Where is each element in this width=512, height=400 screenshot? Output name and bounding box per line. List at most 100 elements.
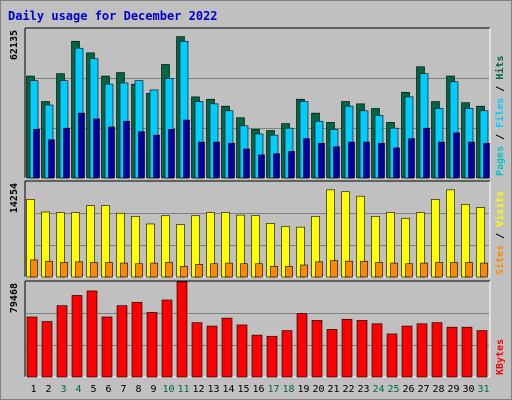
bar-pages-day-13 <box>213 141 220 179</box>
bar-pages-day-14 <box>228 142 235 179</box>
bar-sites-day-19 <box>300 264 308 278</box>
bar-pages-day-16 <box>258 154 265 179</box>
bar-kbytes-day-31 <box>476 330 488 378</box>
x-tick-label-day-10: 10 <box>162 384 174 395</box>
bar-pages-day-20 <box>318 142 325 179</box>
x-tick-label-day-2: 2 <box>45 384 51 395</box>
bar-sites-day-18 <box>285 265 293 278</box>
bar-kbytes-day-10 <box>161 299 173 378</box>
bar-sites-day-1 <box>30 259 38 278</box>
bar-sites-day-9 <box>150 262 158 278</box>
bar-sites-day-5 <box>90 262 98 278</box>
y-max-label: 62135 <box>9 30 20 60</box>
bar-pages-day-22 <box>348 141 355 179</box>
y-max-label: 79468 <box>9 283 20 313</box>
x-tick-label-day-19: 19 <box>297 384 309 395</box>
bar-pages-day-21 <box>333 146 340 179</box>
bar-pages-day-18 <box>288 151 295 179</box>
bar-kbytes-day-14 <box>221 317 233 378</box>
bar-kbytes-day-17 <box>266 335 278 378</box>
bar-kbytes-day-27 <box>416 323 428 378</box>
bar-sites-day-27 <box>420 262 428 278</box>
x-tick-label-day-13: 13 <box>207 384 219 395</box>
legend-entry: Visits <box>494 191 506 227</box>
x-tick-label-day-14: 14 <box>222 384 234 395</box>
bar-sites-day-25 <box>390 262 398 278</box>
bar-sites-day-13 <box>210 263 218 278</box>
bar-sites-day-3 <box>60 262 68 278</box>
bar-sites-day-14 <box>225 262 233 278</box>
bar-sites-day-10 <box>165 262 173 278</box>
bar-kbytes-day-7 <box>116 305 128 378</box>
bar-pages-day-10 <box>168 129 175 179</box>
bar-kbytes-day-28 <box>431 322 443 378</box>
bar-sites-day-23 <box>360 260 368 278</box>
bar-kbytes-day-3 <box>56 305 68 378</box>
bar-sites-day-16 <box>255 263 263 278</box>
bar-kbytes-day-9 <box>146 312 158 378</box>
x-tick-label-day-24: 24 <box>372 384 384 395</box>
bar-sites-day-12 <box>195 264 203 278</box>
bar-pages-day-26 <box>408 138 415 179</box>
bar-kbytes-day-20 <box>311 320 323 378</box>
bar-kbytes-day-26 <box>401 325 413 378</box>
bar-pages-day-8 <box>138 131 145 179</box>
bar-sites-day-7 <box>120 262 128 278</box>
bar-kbytes-day-18 <box>281 330 293 378</box>
x-tick-label-day-20: 20 <box>312 384 324 395</box>
bar-pages-day-11 <box>183 119 190 179</box>
bar-kbytes-day-19 <box>296 313 308 378</box>
bar-kbytes-day-22 <box>341 318 353 378</box>
legend-entry: Sites <box>494 245 506 275</box>
legend-pages-files-hits: Pages / Files / Hits <box>494 56 506 176</box>
bar-pages-day-31 <box>483 142 490 179</box>
x-tick-label-day-5: 5 <box>90 384 96 395</box>
bar-kbytes-day-6 <box>101 316 113 378</box>
bar-pages-day-19 <box>303 138 310 179</box>
x-tick-label-day-31: 31 <box>477 384 489 395</box>
x-tick-label-day-23: 23 <box>357 384 369 395</box>
bar-sites-day-6 <box>105 262 113 278</box>
x-tick-label-day-4: 4 <box>75 384 81 395</box>
bar-sites-day-17 <box>270 265 278 278</box>
bar-kbytes-day-4 <box>71 295 83 378</box>
x-tick-label-day-9: 9 <box>150 384 156 395</box>
x-tick-label-day-25: 25 <box>387 384 399 395</box>
bar-sites-day-20 <box>315 261 323 278</box>
bar-sites-day-4 <box>75 261 83 278</box>
x-tick-label-day-1: 1 <box>30 384 36 395</box>
bar-sites-day-29 <box>450 262 458 278</box>
bar-pages-day-1 <box>33 129 40 179</box>
bar-kbytes-day-24 <box>371 323 383 378</box>
legend-sites-visits: Sites / Visits <box>494 191 506 275</box>
x-tick-label-day-27: 27 <box>417 384 429 395</box>
bar-pages-day-29 <box>453 132 460 179</box>
bar-pages-day-4 <box>78 112 85 179</box>
bar-kbytes-day-15 <box>236 324 248 378</box>
x-tick-label-day-17: 17 <box>267 384 279 395</box>
x-tick-label-day-7: 7 <box>120 384 126 395</box>
legend-entry: / <box>495 227 506 245</box>
bar-pages-day-23 <box>363 141 370 179</box>
bar-pages-day-28 <box>438 141 445 179</box>
bar-sites-day-15 <box>240 263 248 278</box>
bar-pages-day-27 <box>423 127 430 179</box>
bar-kbytes-day-29 <box>446 326 458 378</box>
bar-pages-day-3 <box>63 127 70 179</box>
bar-pages-day-15 <box>243 148 250 179</box>
legend-kbytes: KBytes <box>495 339 506 375</box>
bar-sites-day-26 <box>405 263 413 278</box>
bar-pages-day-24 <box>378 142 385 179</box>
bar-pages-day-30 <box>468 141 475 179</box>
bar-kbytes-day-23 <box>356 320 368 378</box>
bar-kbytes-day-2 <box>41 321 53 378</box>
legend-entry: / <box>495 80 506 98</box>
bar-kbytes-day-5 <box>86 290 98 378</box>
bar-sites-day-8 <box>135 263 143 278</box>
x-tick-label-day-3: 3 <box>60 384 66 395</box>
bar-kbytes-day-13 <box>206 325 218 378</box>
bar-kbytes-day-21 <box>326 329 338 378</box>
x-tick-label-day-29: 29 <box>447 384 459 395</box>
x-tick-label-day-12: 12 <box>192 384 204 395</box>
